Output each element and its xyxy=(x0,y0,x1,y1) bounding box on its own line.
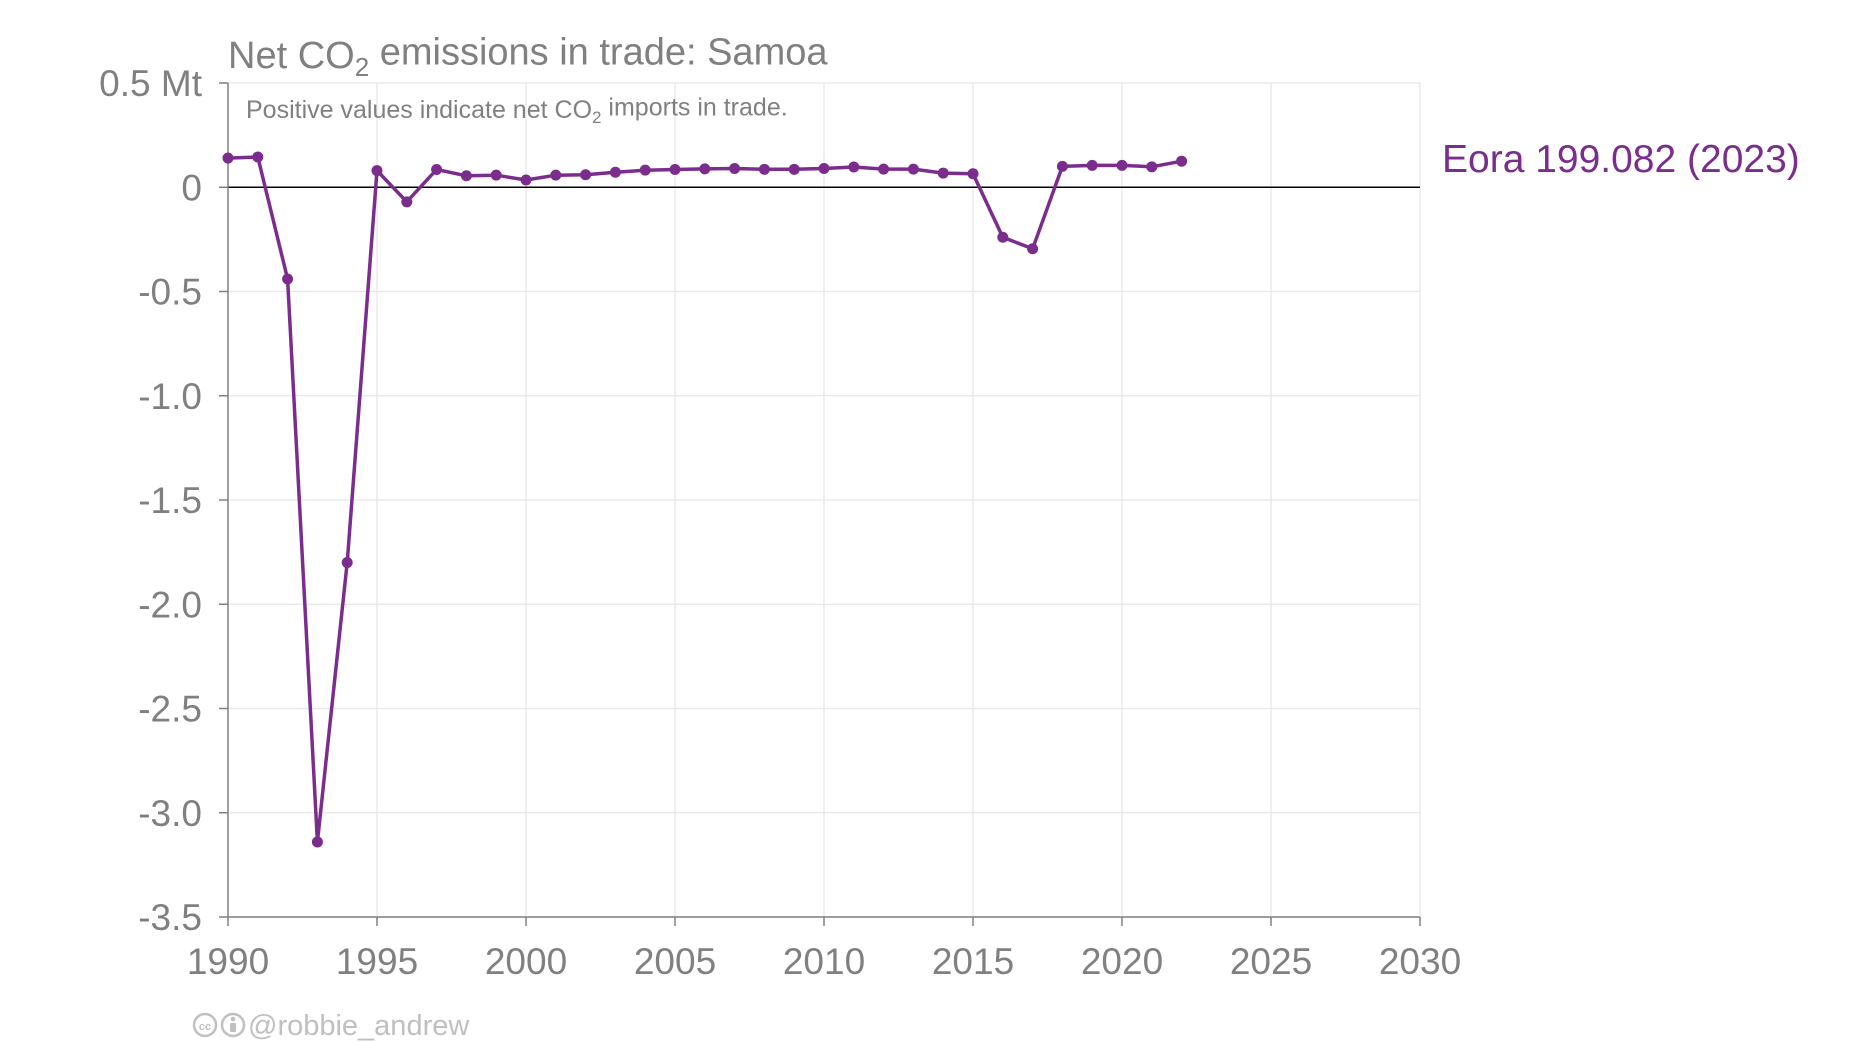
y-tick-label: 0 xyxy=(181,167,202,208)
x-tick-label: 1995 xyxy=(336,941,418,982)
data-point xyxy=(848,161,860,173)
data-point xyxy=(520,174,532,186)
axes xyxy=(219,82,1421,926)
data-point xyxy=(1027,243,1039,255)
series xyxy=(222,151,1188,848)
chart-title: Net CO2​ emissions in trade: Samoa xyxy=(228,31,828,81)
credit: cc @robbie_andrew xyxy=(192,1010,470,1042)
data-point xyxy=(758,163,770,175)
data-point xyxy=(818,162,830,174)
data-point xyxy=(1116,159,1128,171)
chart-subtitle: Positive values indicate net CO2​ import… xyxy=(246,94,788,128)
y-tick-label: 0.5 Mt xyxy=(99,63,203,104)
data-point xyxy=(967,168,979,180)
data-point xyxy=(460,170,472,182)
data-point xyxy=(401,196,413,208)
svg-text:cc: cc xyxy=(199,1021,211,1033)
data-point xyxy=(639,164,651,176)
data-point xyxy=(937,167,949,179)
data-point xyxy=(1056,160,1068,172)
x-tick-label: 2030 xyxy=(1379,941,1461,982)
data-point xyxy=(1086,159,1098,171)
y-tick-label: -2.0 xyxy=(138,584,202,625)
y-tick-labels: 0.5 Mt 0 -0.5 -1.0 -1.5 -2.0 -2.5 -3.0 -3.5 xyxy=(99,63,203,938)
y-tick-label: -3.0 xyxy=(138,793,202,834)
x-tick-label: 2025 xyxy=(1230,941,1312,982)
cc-icon: cc xyxy=(192,1012,218,1038)
data-point xyxy=(997,231,1009,243)
y-tick-label: -3.5 xyxy=(138,897,202,938)
data-point xyxy=(907,163,919,175)
y-tick-label: -1.0 xyxy=(138,376,202,417)
data-point xyxy=(311,836,323,848)
x-tick-labels: 1990 1995 2000 2005 2010 2015 2020 2025 2030 xyxy=(187,941,1461,982)
data-point xyxy=(878,163,890,175)
series-label-eora: Eora 199.082 (2023) xyxy=(1442,138,1800,181)
x-tick-label: 2005 xyxy=(634,941,716,982)
x-tick-label: 2010 xyxy=(783,941,865,982)
data-point xyxy=(341,557,353,569)
data-point xyxy=(1176,155,1188,167)
x-tick-label: 2020 xyxy=(1081,941,1163,982)
data-point xyxy=(788,163,800,175)
x-tick-label: 2015 xyxy=(932,941,1014,982)
data-point xyxy=(580,169,592,181)
y-tick-label: -1.5 xyxy=(138,480,202,521)
data-point xyxy=(609,166,621,178)
data-point xyxy=(490,169,502,181)
y-tick-label: -0.5 xyxy=(138,272,202,313)
data-point xyxy=(669,164,681,176)
y-tick-label: -2.5 xyxy=(138,689,202,730)
data-point xyxy=(550,169,562,181)
data-point xyxy=(729,162,741,174)
data-point xyxy=(699,163,711,175)
credit-text: @robbie_andrew xyxy=(248,1010,470,1042)
data-point xyxy=(252,151,264,163)
x-tick-label: 2000 xyxy=(485,941,567,982)
data-point xyxy=(371,165,383,177)
by-icon xyxy=(220,1012,246,1038)
grid xyxy=(228,82,1421,918)
data-point xyxy=(222,152,234,164)
data-point xyxy=(431,164,443,176)
x-tick-label: 1990 xyxy=(187,941,269,982)
data-point xyxy=(1146,161,1158,173)
data-point xyxy=(282,273,294,285)
